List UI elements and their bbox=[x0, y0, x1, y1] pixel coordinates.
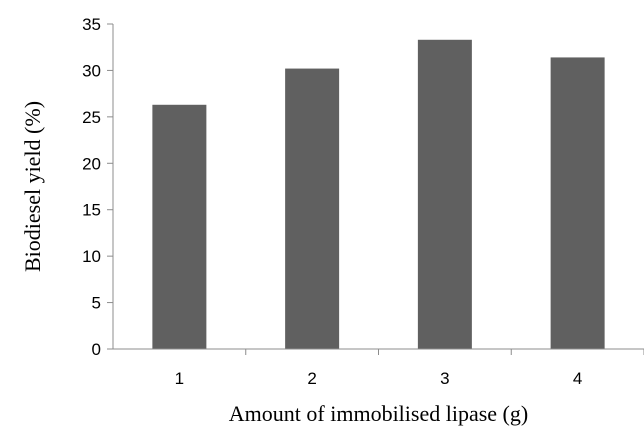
bar-4 bbox=[550, 57, 605, 350]
y-tick-label: 25 bbox=[82, 108, 101, 127]
x-tick-label: 4 bbox=[573, 369, 582, 388]
x-tick-label: 3 bbox=[440, 369, 449, 388]
x-axis-title: Amount of immobilised lipase (g) bbox=[229, 401, 528, 426]
bar-3 bbox=[417, 39, 472, 350]
y-tick-label: 10 bbox=[82, 247, 101, 266]
y-axis-title: Biodiesel yield (%) bbox=[20, 101, 45, 272]
x-axis-ticks: 1 2 3 4 bbox=[175, 349, 644, 388]
x-tick-label: 2 bbox=[307, 369, 316, 388]
y-tick-label: 0 bbox=[92, 340, 101, 359]
x-tick-label: 1 bbox=[175, 369, 184, 388]
y-tick-label: 15 bbox=[82, 201, 101, 220]
bar-1 bbox=[152, 104, 207, 350]
bars-group bbox=[152, 39, 605, 350]
y-tick-label: 5 bbox=[92, 294, 101, 313]
y-tick-label: 30 bbox=[82, 61, 101, 80]
y-axis-ticks: 0 5 10 15 20 25 30 35 bbox=[82, 15, 113, 359]
y-tick-label: 20 bbox=[82, 154, 101, 173]
y-tick-label: 35 bbox=[82, 15, 101, 34]
bar-2 bbox=[285, 68, 340, 350]
